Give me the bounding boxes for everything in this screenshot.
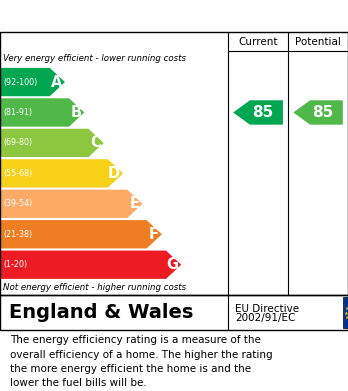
Polygon shape	[1, 129, 104, 157]
Text: The energy efficiency rating is a measure of the
overall efficiency of a home. T: The energy efficiency rating is a measur…	[10, 335, 273, 388]
Text: (92-100): (92-100)	[3, 77, 38, 86]
Text: Not energy efficient - higher running costs: Not energy efficient - higher running co…	[3, 283, 186, 292]
Polygon shape	[233, 100, 283, 125]
Text: F: F	[149, 227, 159, 242]
Text: 85: 85	[313, 105, 334, 120]
Text: (39-54): (39-54)	[3, 199, 33, 208]
Text: Potential: Potential	[295, 36, 341, 47]
Text: (1-20): (1-20)	[3, 260, 27, 269]
Polygon shape	[1, 251, 181, 279]
Polygon shape	[1, 159, 123, 188]
Text: (21-38): (21-38)	[3, 230, 33, 239]
Text: G: G	[166, 257, 178, 272]
Text: Energy Efficiency Rating: Energy Efficiency Rating	[10, 7, 251, 25]
Text: Very energy efficient - lower running costs: Very energy efficient - lower running co…	[3, 54, 186, 63]
Text: Current: Current	[238, 36, 278, 47]
Polygon shape	[1, 190, 142, 218]
Polygon shape	[293, 100, 343, 125]
Bar	[343, 297, 348, 328]
Text: (55-68): (55-68)	[3, 169, 33, 178]
Text: (81-91): (81-91)	[3, 108, 33, 117]
Text: 2002/91/EC: 2002/91/EC	[235, 313, 295, 323]
Polygon shape	[1, 98, 84, 127]
Polygon shape	[1, 220, 162, 248]
Text: B: B	[70, 105, 81, 120]
Text: A: A	[50, 75, 62, 90]
Polygon shape	[1, 68, 65, 96]
Text: D: D	[108, 166, 120, 181]
Text: E: E	[129, 196, 140, 211]
Text: (69-80): (69-80)	[3, 138, 33, 147]
Text: EU Directive: EU Directive	[235, 303, 299, 314]
Text: England & Wales: England & Wales	[9, 303, 193, 322]
Text: C: C	[90, 135, 101, 151]
Text: 85: 85	[252, 105, 274, 120]
